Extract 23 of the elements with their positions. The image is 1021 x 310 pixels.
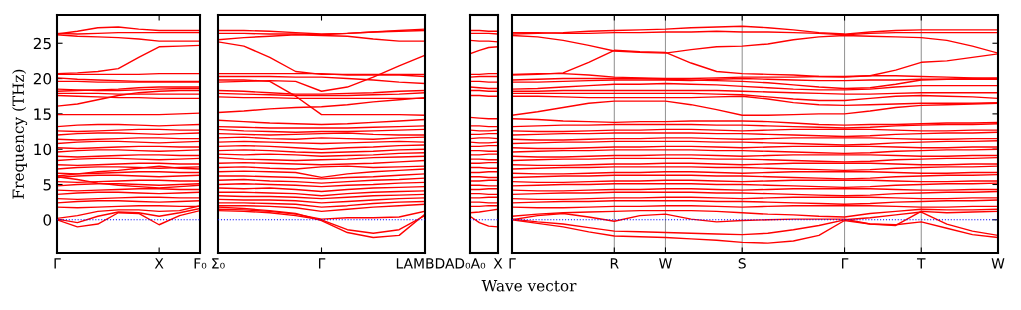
x-tick-label: LAMBDA bbox=[396, 258, 455, 269]
x-tick-label: T bbox=[916, 258, 926, 269]
y-tick-label: 15 bbox=[34, 108, 51, 120]
x-tick-label: Σ₀ bbox=[212, 258, 225, 269]
y-tick-label: 25 bbox=[33, 37, 51, 50]
x-axis-title: Wave vector bbox=[481, 280, 577, 292]
y-tick-label: 10 bbox=[34, 143, 52, 156]
y-tick-label: 5 bbox=[43, 179, 51, 191]
x-tick-label: W bbox=[659, 258, 672, 269]
x-tick-label: Γ bbox=[318, 258, 326, 269]
x-tick-label: X bbox=[154, 258, 164, 269]
x-tick-label: R bbox=[610, 258, 619, 269]
y-axis-title: Frequency (THz) bbox=[12, 69, 28, 199]
x-tick-label: Γ bbox=[509, 258, 516, 269]
y-tick-label: 0 bbox=[43, 214, 52, 226]
x-tick-label: S bbox=[738, 258, 746, 269]
y-tick-label: 20 bbox=[33, 73, 52, 85]
x-tick-label: F₀ bbox=[194, 258, 207, 269]
x-tick-label: X bbox=[493, 258, 503, 269]
x-tick-label: W bbox=[991, 258, 1005, 269]
x-tick-label: Γ bbox=[54, 258, 61, 269]
x-tick-label: D₀A₀ bbox=[455, 258, 486, 269]
x-tick-label: Γ bbox=[842, 258, 849, 269]
